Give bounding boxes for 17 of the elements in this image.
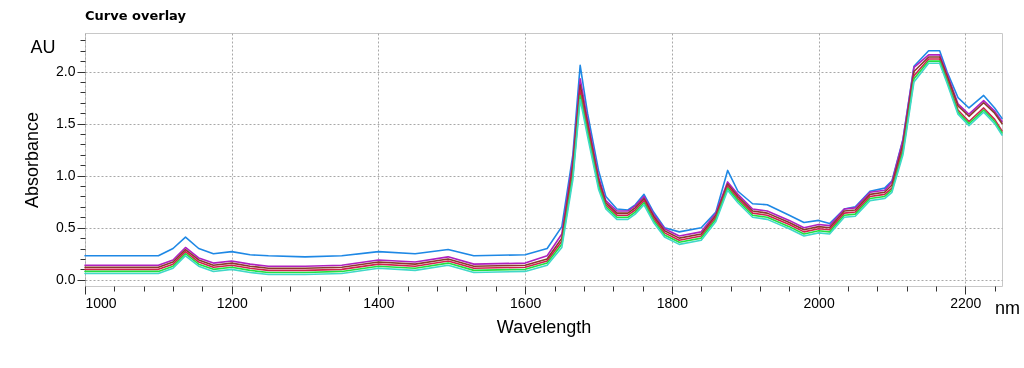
x-tick-label: 2000 <box>803 294 835 311</box>
y-tick-label: 0.5 <box>56 219 76 236</box>
y-axis-title: Absorbance <box>22 111 43 209</box>
x-tick-label: 1200 <box>216 294 248 311</box>
x-tick-label: 1600 <box>510 294 542 311</box>
text: AU <box>30 37 56 57</box>
x-tick-label: 1800 <box>656 294 689 311</box>
y-tick-label: 1.0 <box>56 167 76 184</box>
y-tick-label: 0.0 <box>56 271 76 288</box>
x-tick-label: 2200 <box>950 294 982 311</box>
x-tick-label: 1000 <box>85 294 117 311</box>
x-axis-title: Wavelength <box>496 316 592 337</box>
text: nm <box>994 298 1020 318</box>
chart-title: Curve overlay <box>85 8 187 23</box>
x-tick-label: 1400 <box>363 294 395 311</box>
y-tick-label: 1.5 <box>56 115 76 132</box>
y-tick-label: 2.0 <box>56 63 76 80</box>
